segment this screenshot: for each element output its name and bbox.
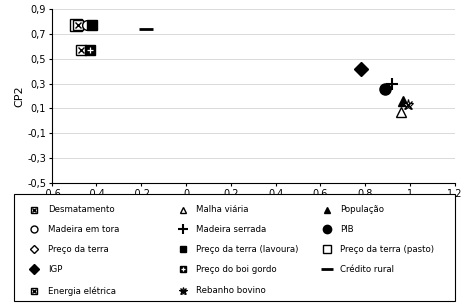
Text: Crédito rural: Crédito rural [340, 264, 394, 274]
FancyBboxPatch shape [14, 194, 455, 301]
Text: Preço da terra: Preço da terra [48, 245, 108, 254]
Text: PIB: PIB [340, 225, 354, 234]
Text: IGP: IGP [48, 264, 62, 274]
Text: Preço do boi gordo: Preço do boi gordo [196, 264, 277, 274]
Text: Energia elétrica: Energia elétrica [48, 286, 116, 296]
Text: Rebanho bovino: Rebanho bovino [196, 286, 266, 296]
Text: Desmatamento: Desmatamento [48, 205, 114, 214]
Text: População: População [340, 205, 384, 214]
Text: Madeira em tora: Madeira em tora [48, 225, 119, 234]
Y-axis label: CP2: CP2 [14, 85, 24, 107]
Text: Malha viária: Malha viária [196, 205, 249, 214]
X-axis label: CP1: CP1 [242, 204, 264, 214]
Text: Preço da terra (lavoura): Preço da terra (lavoura) [196, 245, 299, 254]
Text: Preço da terra (pasto): Preço da terra (pasto) [340, 245, 434, 254]
Text: Madeira serrada: Madeira serrada [196, 225, 266, 234]
